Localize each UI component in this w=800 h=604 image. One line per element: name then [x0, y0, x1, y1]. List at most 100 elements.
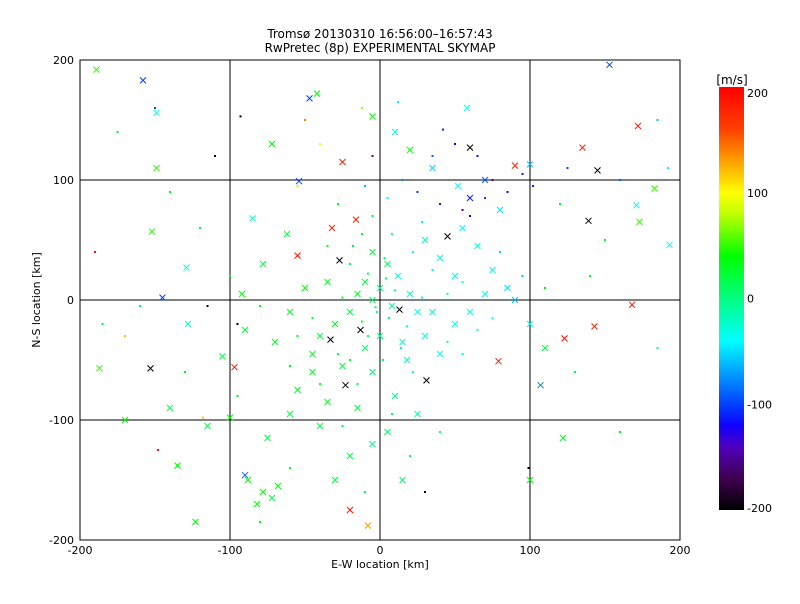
data-point-x [511, 296, 519, 304]
data-point-x [376, 332, 384, 340]
data-point-x [466, 144, 474, 151]
data-point-x [454, 182, 462, 190]
x-tick-label: 100 [520, 544, 541, 557]
data-point-x [339, 158, 346, 166]
data-point-x [231, 363, 238, 371]
colorbar-tick-label: -200 [747, 502, 772, 515]
data-point-x [526, 320, 534, 328]
data-point-dot [202, 416, 204, 419]
data-point-x [346, 452, 354, 460]
data-point-x [264, 434, 271, 442]
data-point-dot [239, 115, 242, 118]
data-point-dot [416, 191, 419, 193]
data-point-x [339, 362, 346, 370]
x-tick-label: 0 [377, 544, 384, 557]
data-point-dot [424, 491, 426, 493]
data-point-x [414, 308, 421, 316]
data-point-x [459, 224, 466, 232]
data-point-x [226, 414, 234, 421]
data-point-x [369, 440, 376, 448]
data-point-x [496, 206, 504, 214]
data-point-dot [101, 323, 104, 325]
data-point-x [369, 368, 376, 376]
data-point-dot [371, 215, 374, 217]
data-point-dot [376, 311, 378, 313]
plot-frame [79, 59, 681, 541]
data-point-dot [400, 347, 402, 349]
data-point-x [241, 471, 249, 479]
data-point-x [369, 113, 376, 120]
data-point-dot [412, 251, 414, 253]
data-point-x [376, 284, 384, 292]
data-point-dot [446, 293, 449, 295]
data-point-x [579, 144, 586, 151]
data-point-dot [391, 413, 393, 415]
colorbar-tick-label: -100 [747, 398, 772, 411]
data-point-dot [94, 251, 96, 253]
data-point-dot [394, 289, 396, 292]
data-point-dot [289, 467, 291, 469]
data-point-x [561, 335, 568, 342]
data-point-dot [259, 521, 261, 523]
data-point-x [388, 302, 396, 310]
data-point-x [357, 326, 364, 334]
data-point-x [316, 332, 324, 340]
data-point-x [327, 336, 334, 343]
data-point-x [466, 308, 474, 316]
data-point-x [309, 368, 316, 376]
data-point-dot [341, 425, 344, 427]
data-point-dot [367, 335, 369, 337]
data-point-dot [604, 239, 606, 241]
data-point-dot [386, 197, 389, 199]
data-point-x [399, 338, 406, 346]
data-point-x [96, 365, 103, 372]
data-point-x [184, 320, 192, 328]
data-point-x [268, 494, 276, 502]
data-point-x [391, 392, 399, 400]
data-point-x [346, 308, 354, 316]
data-point-x [481, 290, 489, 298]
data-point-dot [412, 371, 414, 373]
data-point-x [316, 422, 324, 430]
data-point-dot [361, 320, 363, 323]
data-point-dot [364, 491, 366, 493]
data-point-x [594, 167, 601, 174]
data-point-dot [259, 305, 261, 307]
x-axis-ticks: -200 -100 0 100 200 [68, 544, 691, 557]
data-point-dot [154, 107, 156, 109]
data-point-x [342, 381, 349, 389]
data-point-dot [229, 275, 231, 277]
data-point-dot [139, 305, 141, 307]
data-point-x [414, 410, 421, 418]
data-point-x [399, 476, 406, 484]
data-point-x [628, 301, 636, 309]
data-point-x [634, 122, 642, 130]
data-point-dot [388, 317, 390, 319]
data-point-dot [337, 353, 339, 355]
data-point-dot [169, 191, 171, 193]
data-point-x [286, 410, 294, 418]
data-point-x [391, 128, 399, 136]
data-point-dot [367, 272, 369, 275]
colorbar-ticks: 200 100 0 -100 -200 [747, 87, 772, 515]
data-point-x [306, 95, 313, 102]
data-point-x [219, 353, 226, 360]
colorbar-tick-label: 100 [747, 187, 768, 200]
data-point-dot [116, 131, 119, 133]
colorbar-tick-label: 200 [747, 87, 768, 100]
data-point-x [352, 216, 360, 223]
data-point-dot [406, 325, 408, 328]
data-point-dot [431, 269, 434, 271]
data-point-dot [361, 107, 363, 109]
data-point-dot [391, 233, 393, 235]
data-point-dot [439, 203, 441, 205]
data-point-dot [656, 347, 659, 349]
data-point-x [93, 66, 100, 73]
data-point-x [633, 201, 640, 209]
data-point-x [423, 377, 430, 384]
data-point-dot [469, 215, 471, 217]
data-point-dot [184, 371, 186, 373]
data-point-dot [341, 296, 344, 299]
data-point-dot [527, 467, 530, 469]
